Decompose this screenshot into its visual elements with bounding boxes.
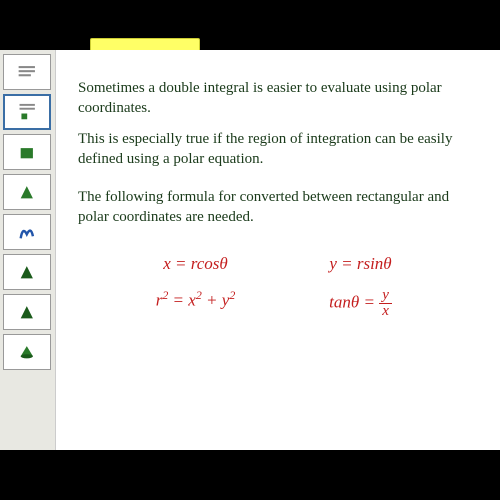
- text-icon: [13, 62, 41, 82]
- cone-icon: [13, 342, 41, 362]
- para3-text: The following formula for converted betw…: [78, 189, 449, 225]
- paragraph-2: This is especially true if the region of…: [78, 129, 478, 170]
- region-icon: [14, 102, 40, 121]
- para2-text: This is especially true if the region of…: [78, 131, 452, 167]
- region-icon: [13, 142, 41, 162]
- f4-num: y: [379, 288, 392, 304]
- scribble-icon: [13, 222, 41, 242]
- thumbnail-3[interactable]: [3, 134, 51, 170]
- triangle-icon: [13, 302, 41, 322]
- fraction-icon: yx: [379, 288, 392, 319]
- f3-mid: = x: [168, 290, 196, 309]
- formula-r2: r2 = x2 + y2: [118, 288, 273, 319]
- slide-content: Sometimes a double integral is easier to…: [56, 50, 500, 450]
- f3-sup3: 2: [229, 288, 235, 302]
- f3-mid2: + y: [202, 290, 230, 309]
- paragraph-1: Sometimes a double integral is easier to…: [78, 78, 478, 119]
- f4-den: x: [379, 304, 392, 319]
- slide-thumbnails-panel: [0, 50, 56, 450]
- thumbnail-7[interactable]: [3, 294, 51, 330]
- thumbnail-8[interactable]: [3, 334, 51, 370]
- thumbnail-5[interactable]: [3, 214, 51, 250]
- formula-grid: x = rcosθ y = rsinθ r2 = x2 + y2 tanθ = …: [78, 254, 478, 319]
- formula-x: x = rcosθ: [118, 254, 273, 274]
- paragraph-3: The following formula for converted betw…: [78, 187, 478, 228]
- para1-text: Sometimes a double integral is easier to…: [78, 80, 442, 116]
- thumbnail-6[interactable]: [3, 254, 51, 290]
- thumbnail-4[interactable]: [3, 174, 51, 210]
- thumbnail-2[interactable]: [3, 94, 51, 130]
- thumbnail-1[interactable]: [3, 54, 51, 90]
- formula-y: y = rsinθ: [283, 254, 438, 274]
- triangle-icon: [13, 182, 41, 202]
- formula-tan: tanθ = yx: [283, 288, 438, 319]
- f4-lhs: tanθ =: [329, 292, 379, 311]
- triangle-icon: [13, 262, 41, 282]
- presentation-viewport: Sometimes a double integral is easier to…: [0, 50, 500, 450]
